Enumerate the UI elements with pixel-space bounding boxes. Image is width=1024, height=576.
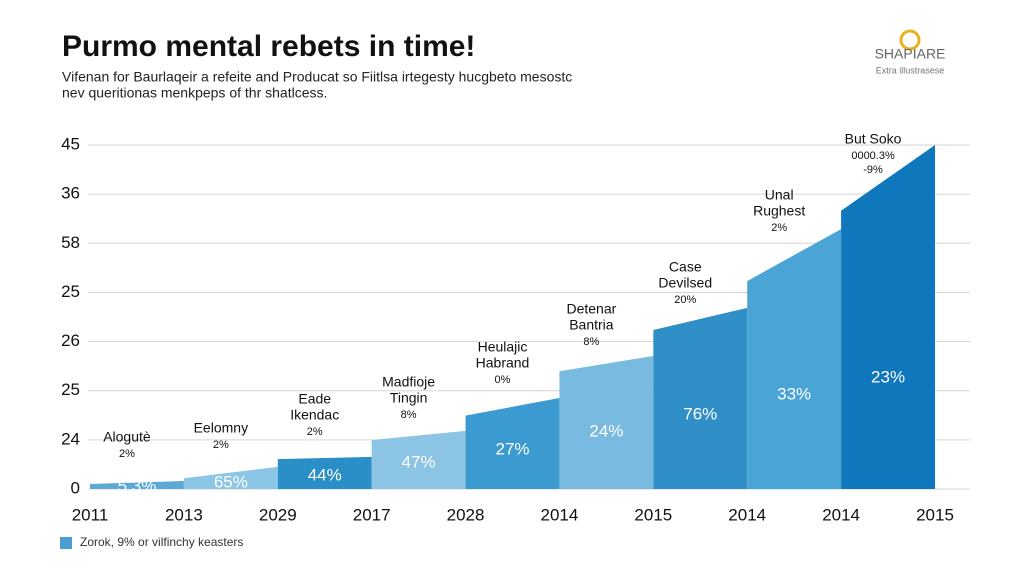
segment-label: 47%	[402, 452, 436, 471]
logo-tagline: Extra illustrasese	[876, 65, 945, 75]
segment-label: 33%	[777, 384, 811, 403]
area-segment	[371, 430, 466, 489]
segment-note: 2%	[307, 426, 323, 438]
segment-note: 2%	[213, 439, 229, 451]
area-segment	[277, 456, 372, 489]
segment-name: Alogutè	[103, 429, 151, 445]
segment-name: Eade	[298, 391, 331, 407]
subtitle: Vifenan for Baurlaqeir a refeite and Pro…	[62, 69, 572, 85]
segment-name: Eelomny	[194, 420, 248, 436]
x-tick-label: 2028	[447, 505, 485, 524]
segment-note: 8%	[401, 409, 417, 421]
y-tick-label: 26	[61, 331, 80, 350]
segment-note: 8%	[583, 336, 599, 348]
segment-label: 76%	[683, 404, 717, 423]
x-tick-label: 2017	[353, 505, 391, 524]
x-tick-label: 2011	[72, 505, 109, 524]
segment-note: 2%	[771, 222, 787, 234]
y-tick-label: 58	[61, 233, 80, 252]
segment-name: Devilsed	[658, 275, 712, 291]
x-tick-label: 2014	[822, 505, 860, 524]
segment-label: 23%	[871, 367, 905, 386]
segment-note: 20%	[674, 294, 696, 306]
legend-text: Zorok, 9% or vilfinchy keasters	[80, 535, 243, 549]
y-tick-label: 36	[61, 184, 80, 203]
y-tick-label: 24	[61, 429, 80, 448]
segment-name: Detenar	[566, 301, 616, 317]
area-segment	[747, 229, 842, 490]
logo-icon	[899, 29, 921, 51]
segment-name: Bantria	[569, 317, 614, 333]
x-tick-label: 2015	[634, 505, 672, 524]
segment-name: But Soko	[845, 131, 902, 147]
area-segment	[841, 145, 935, 489]
y-tick-label: 25	[61, 380, 80, 399]
segment-label: 27%	[495, 439, 529, 458]
x-tick-label: 2015	[916, 505, 954, 524]
area-segment	[559, 355, 654, 489]
area-segment	[465, 398, 560, 489]
logo-name: SHAPIARE	[875, 46, 946, 62]
segment-name: Case	[669, 259, 702, 275]
segment-name: Unal	[765, 187, 794, 203]
y-tick-label: 25	[61, 282, 80, 301]
segment-label: 24%	[589, 421, 623, 440]
legend-swatch	[60, 537, 72, 549]
x-tick-label: 2014	[728, 505, 766, 524]
segment-note: 0000.3%	[851, 150, 895, 162]
segment-name: Habrand	[476, 355, 530, 371]
chart-title: Purmo mental rebets in time!	[62, 30, 475, 63]
y-tick-label: 0	[71, 478, 80, 497]
x-tick-label: 2014	[541, 505, 579, 524]
x-tick-label: 2013	[165, 505, 203, 524]
segment-name: Heulajic	[478, 339, 528, 355]
area-segment	[90, 480, 184, 489]
area-segment	[183, 466, 278, 489]
segment-note: 0%	[495, 374, 511, 386]
segment-label: 65%	[214, 472, 248, 491]
area-segment	[653, 307, 748, 489]
subtitle: nev queritionas menkpeps of thr shatlces…	[62, 85, 327, 101]
segment-name: Tingin	[390, 390, 428, 406]
y-tick-label: 45	[61, 134, 80, 153]
segment-label: 44%	[308, 465, 342, 484]
segment-label: 5.3%	[118, 476, 157, 495]
segment-name: Madfioje	[382, 374, 435, 390]
segment-note: -9%	[863, 164, 883, 176]
x-tick-label: 2029	[259, 505, 297, 524]
segment-name: Rughest	[753, 203, 805, 219]
segment-name: Ikendac	[290, 407, 339, 423]
segment-note: 2%	[119, 448, 135, 460]
